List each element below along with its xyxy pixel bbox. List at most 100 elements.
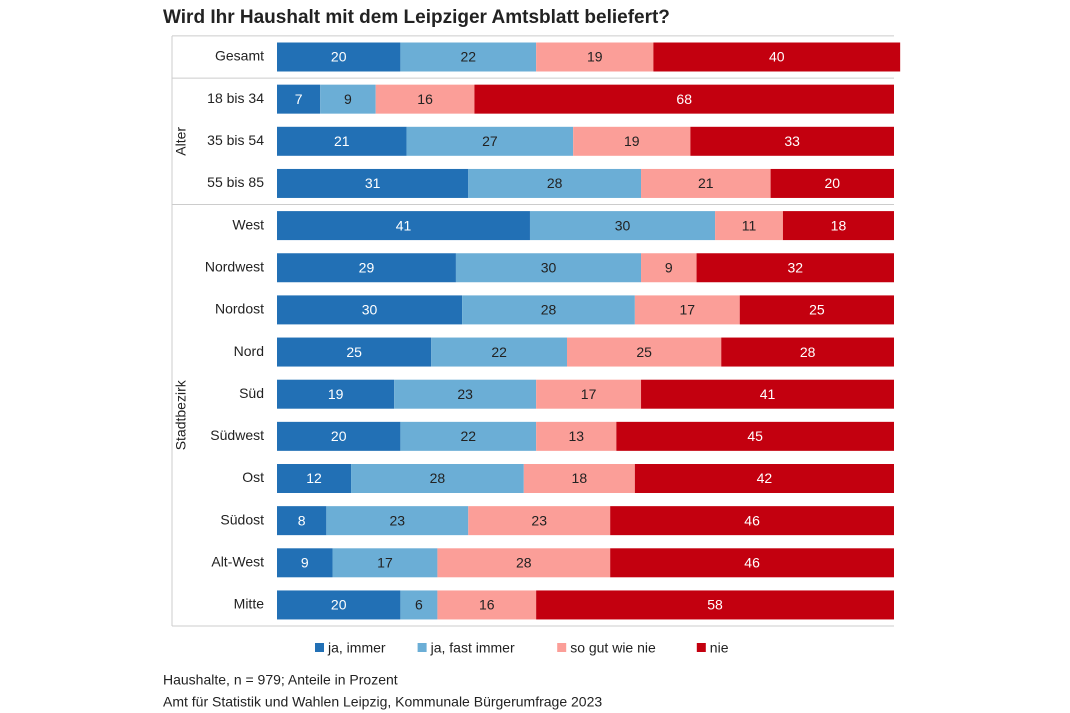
bar-segment — [277, 253, 456, 283]
data-label: 40 — [769, 49, 785, 65]
data-label: 27 — [482, 133, 498, 149]
data-label: 20 — [331, 597, 347, 613]
data-label: 6 — [415, 597, 423, 613]
data-label: 17 — [377, 555, 393, 571]
bar-segment — [610, 548, 894, 578]
data-label: 11 — [742, 217, 757, 233]
data-label: 23 — [531, 512, 547, 528]
data-label: 17 — [680, 302, 696, 318]
legend-swatch — [417, 643, 427, 652]
data-label: 29 — [359, 259, 375, 275]
data-label: 28 — [430, 470, 446, 486]
bar-segment — [326, 506, 469, 536]
bar-segment — [400, 590, 438, 620]
y-tick-label: 55 bis 85 — [207, 174, 264, 190]
y-tick-label: Gesamt — [215, 48, 264, 64]
bar-segment — [375, 84, 475, 114]
bar-segment — [277, 421, 401, 451]
data-label: 25 — [346, 344, 362, 360]
data-label: 23 — [390, 512, 406, 528]
data-label: 25 — [809, 302, 825, 318]
bar-segment — [277, 379, 395, 409]
data-label: 46 — [744, 512, 760, 528]
bar-segment — [634, 464, 894, 493]
bar-segment — [536, 42, 654, 72]
data-label: 22 — [491, 344, 507, 360]
bar-segment — [641, 253, 697, 283]
bar-segment — [332, 548, 438, 578]
bar-segment — [721, 337, 894, 367]
data-label: 30 — [541, 259, 557, 275]
legend-label: ja, fast immer — [430, 640, 515, 656]
y-tick-label: Südost — [220, 511, 264, 527]
bar-segment — [277, 168, 469, 198]
y-tick-label: Nord — [234, 343, 264, 359]
bar-segment — [277, 548, 333, 578]
data-label: 9 — [344, 91, 352, 107]
data-label: 19 — [624, 133, 640, 149]
bar-segment — [610, 506, 894, 536]
data-label: 18 — [572, 470, 588, 486]
bar-segment — [782, 211, 894, 241]
data-label: 7 — [295, 91, 303, 107]
data-label: 58 — [707, 597, 723, 613]
bar-segment — [400, 421, 537, 451]
data-label: 8 — [298, 512, 306, 528]
data-label: 19 — [587, 49, 603, 65]
y-tick-label: Mitte — [234, 596, 265, 612]
bar-segment — [523, 464, 635, 493]
data-label: 30 — [615, 217, 631, 233]
bar-segment — [529, 211, 716, 241]
data-label: 32 — [787, 259, 803, 275]
data-label: 13 — [568, 428, 584, 444]
bar-segment — [277, 464, 352, 493]
legend-label: nie — [710, 640, 729, 656]
data-label: 20 — [331, 49, 347, 65]
data-label: 28 — [541, 302, 557, 318]
data-label: 46 — [744, 555, 760, 571]
bar-segment — [653, 42, 901, 72]
chart-title: Wird Ihr Haushalt mit dem Leipziger Amts… — [163, 7, 670, 28]
y-tick-label: Nordwest — [205, 258, 264, 274]
bar-segment — [277, 590, 401, 620]
data-label: 16 — [417, 91, 433, 107]
legend-swatch — [557, 643, 567, 652]
y-tick-label: Ost — [242, 469, 264, 485]
bar-segment — [690, 126, 894, 156]
data-label: 30 — [362, 302, 378, 318]
bar-segment — [277, 295, 463, 325]
bar-segment — [400, 42, 537, 72]
legend-swatch — [315, 643, 324, 652]
footnote: Amt für Statistik und Wahlen Leipzig, Ko… — [163, 694, 602, 710]
data-label: 28 — [800, 344, 816, 360]
data-label: 41 — [760, 386, 776, 402]
data-label: 9 — [301, 555, 309, 571]
data-label: 12 — [306, 470, 322, 486]
bar-segment — [634, 295, 740, 325]
data-label: 18 — [831, 217, 847, 233]
data-label: 42 — [757, 470, 773, 486]
data-label: 21 — [698, 175, 714, 191]
bar-segment — [536, 421, 617, 451]
bar-segment — [468, 168, 642, 198]
bar-segment — [277, 506, 327, 536]
group-label: Alter — [173, 127, 189, 156]
bar-segment — [437, 590, 537, 620]
group-label: Stadtbezirk — [173, 379, 189, 450]
data-label: 23 — [457, 386, 473, 402]
data-label: 33 — [784, 133, 800, 149]
bar-segment — [455, 253, 642, 283]
bar-segment — [616, 421, 894, 451]
data-label: 22 — [460, 428, 476, 444]
data-label: 28 — [547, 175, 563, 191]
bar-segment — [462, 295, 635, 325]
bar-segment — [277, 211, 530, 241]
data-label: 68 — [676, 91, 692, 107]
bar-segment — [431, 337, 567, 367]
bar-segment — [277, 337, 432, 367]
legend-label: ja, immer — [327, 640, 386, 656]
data-label: 20 — [825, 175, 841, 191]
data-label: 16 — [479, 597, 495, 613]
bar-segment — [696, 253, 894, 283]
